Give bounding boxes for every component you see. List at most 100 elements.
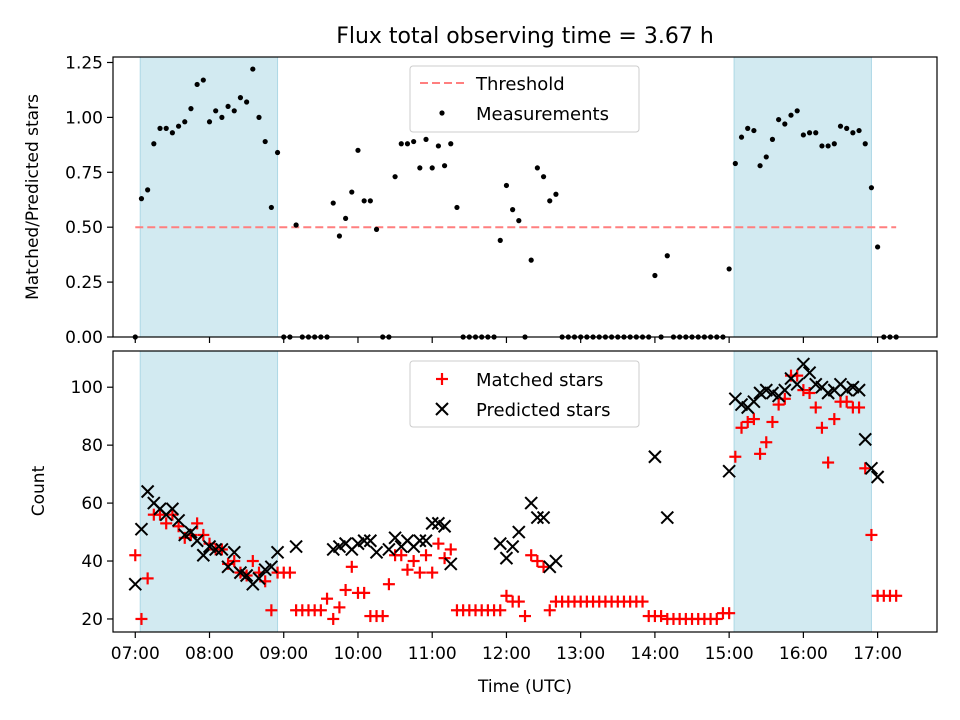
matched-point <box>135 612 148 625</box>
predicted-point-b <box>363 534 378 548</box>
predicted-point-b <box>536 510 551 525</box>
measurement-point <box>200 77 206 83</box>
measurement-point <box>244 99 250 105</box>
matched-point <box>283 566 296 579</box>
measurement-point <box>862 141 868 147</box>
matched-point <box>512 595 525 608</box>
predicted-point <box>190 534 204 548</box>
count-x-tick-label: 13:00 <box>556 644 605 664</box>
measurement-point <box>417 165 423 171</box>
count-panel: 20 40 60 80 100 07:00 08:00 09:00 10:00 11:00 12:… <box>29 350 938 697</box>
predicted-point <box>425 516 439 531</box>
predicted-point <box>505 539 520 554</box>
matched-point <box>828 413 841 426</box>
measurement-point <box>256 114 262 120</box>
predicted-point <box>382 542 396 557</box>
predicted-point <box>289 539 303 554</box>
measurement-point <box>151 141 157 147</box>
measurement-point <box>361 198 367 204</box>
count-x-tick-label: 14:00 <box>630 644 679 664</box>
predicted-point <box>747 394 761 409</box>
measurement-point <box>398 141 404 147</box>
predicted-point-b <box>796 357 811 371</box>
measurement-point <box>448 141 454 147</box>
matched-point <box>413 566 426 579</box>
predicted-point <box>388 531 402 545</box>
matched-point <box>432 537 445 550</box>
measurement-point <box>336 233 343 239</box>
count-y-axis: 20 40 60 80 100 <box>71 378 113 630</box>
predicted-point <box>852 383 866 397</box>
measurement-point <box>145 187 151 193</box>
measurement-point <box>497 237 503 243</box>
predicted-point <box>858 432 872 447</box>
ratio-panel: 0.00 0.25 0.50 0.75 1.00 1.25 Matched/Predict… <box>23 53 938 348</box>
predicted-point-b <box>765 386 780 400</box>
matched-point <box>339 583 352 596</box>
predicted-point-b <box>369 545 384 560</box>
matched-point <box>890 589 903 602</box>
matched-point <box>519 610 531 623</box>
measurement-point <box>794 108 800 114</box>
predicted-point-b <box>202 539 217 554</box>
matched-point <box>723 607 736 620</box>
predicted-point <box>493 536 507 551</box>
measurement-point <box>262 138 268 145</box>
measurement-point <box>231 108 237 114</box>
predicted-point <box>864 461 879 476</box>
matched-point <box>246 555 259 568</box>
predicted-point-b <box>524 496 538 510</box>
ratio-y-tick-label: 1.25 <box>65 53 103 73</box>
count-y-tick-label: 60 <box>81 494 103 514</box>
predicted-point-b <box>852 383 866 397</box>
predicted-point-b <box>858 432 872 447</box>
measurement-point <box>757 163 763 169</box>
predicted-point <box>239 568 254 583</box>
matched-point <box>822 456 835 469</box>
measurement-point <box>423 136 429 142</box>
count-y-label: Count <box>29 465 49 516</box>
predicted-point <box>227 545 241 560</box>
measurement-point <box>194 81 200 88</box>
predicted-point-b <box>190 534 204 548</box>
count-y-tick-label: 20 <box>81 610 103 630</box>
ratio-axes-frame <box>112 56 938 338</box>
predicted-point-b <box>289 539 303 554</box>
predicted-legend-label: Predicted stars <box>476 400 610 421</box>
measurement-point <box>751 127 757 134</box>
matched-point <box>160 517 173 530</box>
matched-point <box>766 415 779 428</box>
predicted-point-b <box>171 513 186 528</box>
predicted-point-b <box>128 577 142 591</box>
measurement-point <box>268 204 274 211</box>
measurement-point <box>534 165 540 171</box>
matched-point <box>358 586 371 599</box>
predicted-point <box>363 534 378 548</box>
measurement-point <box>237 95 244 101</box>
count-x-tick-label: 09:00 <box>259 644 308 664</box>
measurement-point <box>169 130 175 136</box>
predicted-point <box>357 534 371 548</box>
matched-point <box>141 572 154 585</box>
measurement-point <box>553 191 559 197</box>
ratio-y-tick-label: 1.00 <box>65 108 103 128</box>
predicted-point <box>536 510 551 525</box>
predicted-legend-swatch <box>435 402 449 416</box>
matched-point <box>265 604 278 617</box>
measurement-point <box>732 160 738 167</box>
ratio-y-tick-label: 0.00 <box>65 328 103 348</box>
measurement-point <box>355 147 361 153</box>
matched-point <box>401 563 414 576</box>
measurement-point <box>373 226 380 232</box>
count-x-tick-label: 10:00 <box>333 644 382 664</box>
measurement-point <box>435 143 441 149</box>
predicted-point-b <box>493 536 507 551</box>
measurement-point <box>293 222 299 228</box>
measurement-point <box>850 130 856 136</box>
matched-point <box>655 610 668 623</box>
predicted-point <box>134 522 149 536</box>
measurement-point <box>206 119 213 125</box>
measurement-point <box>726 266 732 272</box>
predicted-point <box>530 510 545 525</box>
predicted-point <box>413 534 427 548</box>
